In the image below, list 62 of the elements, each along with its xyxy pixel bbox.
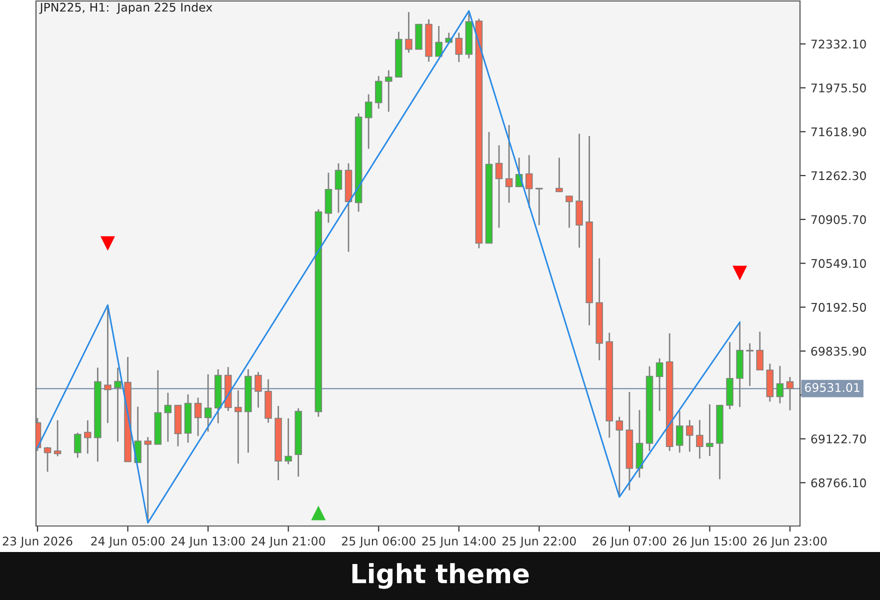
candlestick <box>756 331 764 371</box>
candlestick <box>616 416 624 498</box>
candlestick <box>54 420 62 457</box>
y-tick-label: 70549.10 <box>811 259 866 268</box>
candlestick <box>194 396 202 437</box>
candlestick <box>656 358 664 412</box>
y-tick-label: 71618.90 <box>811 127 866 136</box>
x-tick-label: 24 Jun 05:00 <box>91 536 165 548</box>
y-tick-label: 70192.50 <box>811 302 866 312</box>
point <box>311 506 326 520</box>
x-tick-label: 26 Jun 23:00 <box>753 536 827 548</box>
candlestick <box>776 365 784 404</box>
candlestick <box>164 392 172 442</box>
candlestick <box>405 11 412 54</box>
x-tick-label: 24 Jun 21:00 <box>252 536 326 548</box>
x-tick-label: 26 Jun 15:00 <box>673 536 746 548</box>
candlestick <box>374 75 382 110</box>
candlestick <box>435 25 442 58</box>
candlestick <box>495 144 503 228</box>
text: Light theme <box>352 563 529 589</box>
x-tick-label: 23 Jun 2026 <box>2 536 72 548</box>
candlestick <box>204 374 212 432</box>
candlestick <box>44 446 52 472</box>
candlestick <box>364 94 372 150</box>
candlestick <box>676 410 684 454</box>
candlestick <box>746 342 754 387</box>
candlestick <box>556 157 563 192</box>
x-tick-label: 25 Jun 06:00 <box>342 536 416 548</box>
point <box>100 236 116 251</box>
candlestick <box>334 162 342 214</box>
candlestick <box>324 172 332 224</box>
candlestick <box>74 432 82 458</box>
x-tick-label: 26 Jun 07:00 <box>592 536 666 548</box>
x-tick-label: 24 Jun 13:00 <box>171 536 245 548</box>
y-tick-label: 71262.30 <box>811 171 866 180</box>
chart-title: JPN225, H1: Japan 225 Index <box>39 2 212 14</box>
candlestick <box>505 124 513 204</box>
candlestick <box>696 419 704 460</box>
y-tick-label: 70905.70 <box>811 215 866 224</box>
y-tick-label: 68766.10 <box>811 478 866 488</box>
candlestick <box>284 418 292 465</box>
candlestick <box>706 404 714 457</box>
y-tick-label: 71975.50 <box>811 84 866 92</box>
y-tick-label: 69835.90 <box>811 346 866 356</box>
x-tick-label: 25 Jun 22:00 <box>502 536 576 548</box>
y-tick-label: 69122.70 <box>811 434 866 444</box>
candlestick <box>385 70 392 112</box>
candlestick <box>525 154 533 208</box>
candlestick <box>566 195 573 228</box>
candlestick <box>536 188 543 226</box>
candlestick <box>234 390 242 464</box>
x-tick-label: 25 Jun 14:00 <box>422 536 496 548</box>
candlestick <box>455 32 463 63</box>
candlestick <box>114 366 122 442</box>
candlestick <box>84 420 92 454</box>
candlestick <box>254 371 262 408</box>
point <box>732 266 748 280</box>
candlestick <box>576 133 583 248</box>
candlestick <box>786 376 794 412</box>
ref-line-label: 69531.01 <box>804 383 860 392</box>
y-tick-label: 72332.10 <box>811 40 866 49</box>
candlestick <box>686 419 694 452</box>
